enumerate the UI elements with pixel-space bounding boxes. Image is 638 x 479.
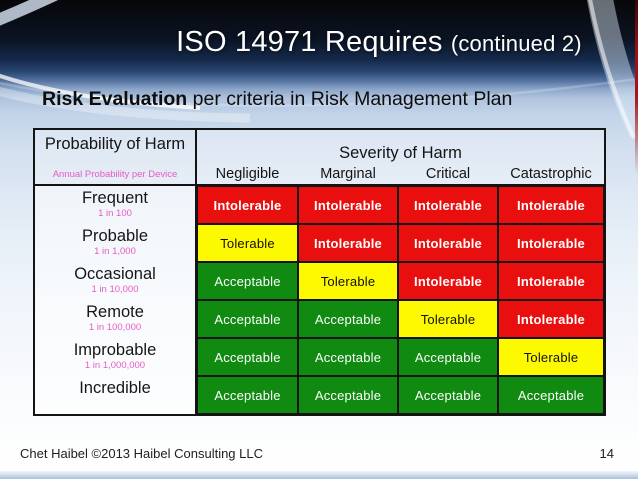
- risk-cell: Intolerable: [498, 300, 604, 338]
- row-sublabel: 1 in 1,000,000: [84, 359, 146, 371]
- row-label: Improbable: [73, 341, 157, 360]
- severity-col-catastrophic: Catastrophic: [498, 164, 604, 186]
- footer-copyright: Chet Haibel ©2013 Haibel Consulting LLC: [20, 446, 264, 461]
- risk-cell: Acceptable: [197, 376, 298, 414]
- probability-row-probable: Probable 1 in 1,000: [35, 224, 195, 262]
- probability-row-incredible: Incredible: [35, 376, 195, 414]
- severity-col-negligible: Negligible: [197, 164, 298, 186]
- risk-cell: Tolerable: [398, 300, 498, 338]
- row-sublabel: 1 in 100,000: [88, 321, 142, 333]
- risk-cell: Intolerable: [298, 186, 398, 224]
- row-label: Remote: [86, 303, 144, 322]
- row-label: Incredible: [79, 379, 151, 398]
- risk-cell: Intolerable: [398, 262, 498, 300]
- probability-header-subtitle: Annual Probability per Device: [52, 169, 178, 180]
- risk-cell: Acceptable: [398, 338, 498, 376]
- row-sublabel: 1 in 10,000: [91, 283, 139, 295]
- risk-cell: Acceptable: [298, 338, 398, 376]
- slide-title-suffix: (continued 2): [450, 31, 582, 56]
- row-label: Frequent: [81, 189, 149, 208]
- slide-title: ISO 14971 Requires (continued 2): [128, 26, 630, 59]
- subtitle-rest-part: per criteria in Risk Management Plan: [187, 88, 513, 110]
- risk-cell: Intolerable: [197, 186, 298, 224]
- risk-cell: Acceptable: [197, 262, 298, 300]
- probability-label-column: Frequent 1 in 100 Probable 1 in 1,000 Oc…: [35, 186, 197, 414]
- right-edge-red-stripe: [635, 0, 638, 175]
- probability-header-cell: Probability of Harm Annual Probability p…: [35, 130, 197, 186]
- risk-cell: Intolerable: [298, 224, 398, 262]
- risk-cell: Acceptable: [298, 300, 398, 338]
- severity-col-marginal: Marginal: [298, 164, 398, 186]
- risk-cell: Intolerable: [498, 186, 604, 224]
- row-sublabel: 1 in 100: [98, 207, 132, 219]
- risk-matrix-table: Probability of Harm Annual Probability p…: [33, 128, 606, 416]
- probability-header-title: Probability of Harm: [44, 135, 186, 153]
- risk-cell: Acceptable: [498, 376, 604, 414]
- page-number: 14: [599, 446, 614, 461]
- probability-row-frequent: Frequent 1 in 100: [35, 186, 195, 224]
- row-sublabel: 1 in 1,000: [94, 245, 136, 257]
- risk-cell: Tolerable: [498, 338, 604, 376]
- risk-cell: Acceptable: [398, 376, 498, 414]
- risk-cell: Acceptable: [197, 300, 298, 338]
- row-label: Probable: [81, 227, 149, 246]
- risk-cell: Intolerable: [398, 186, 498, 224]
- slide-title-main: ISO 14971 Requires: [176, 26, 451, 58]
- risk-cell: Intolerable: [398, 224, 498, 262]
- subtitle-bold-part: Risk Evaluation: [42, 88, 188, 110]
- risk-cell: Intolerable: [498, 262, 604, 300]
- risk-cell: Acceptable: [298, 376, 398, 414]
- risk-cell: Tolerable: [298, 262, 398, 300]
- risk-cell: Tolerable: [197, 224, 298, 262]
- slide-subtitle: Risk Evaluation per criteria in Risk Man…: [42, 88, 618, 111]
- severity-col-critical: Critical: [398, 164, 498, 186]
- risk-cell: Intolerable: [498, 224, 604, 262]
- probability-row-improbable: Improbable 1 in 1,000,000: [35, 338, 195, 376]
- probability-row-occasional: Occasional 1 in 10,000: [35, 262, 195, 300]
- probability-row-remote: Remote 1 in 100,000: [35, 300, 195, 338]
- risk-cell: Acceptable: [197, 338, 298, 376]
- bottom-edge-band: [0, 470, 638, 479]
- row-label: Occasional: [74, 265, 156, 284]
- severity-header-title: Severity of Harm: [197, 130, 604, 164]
